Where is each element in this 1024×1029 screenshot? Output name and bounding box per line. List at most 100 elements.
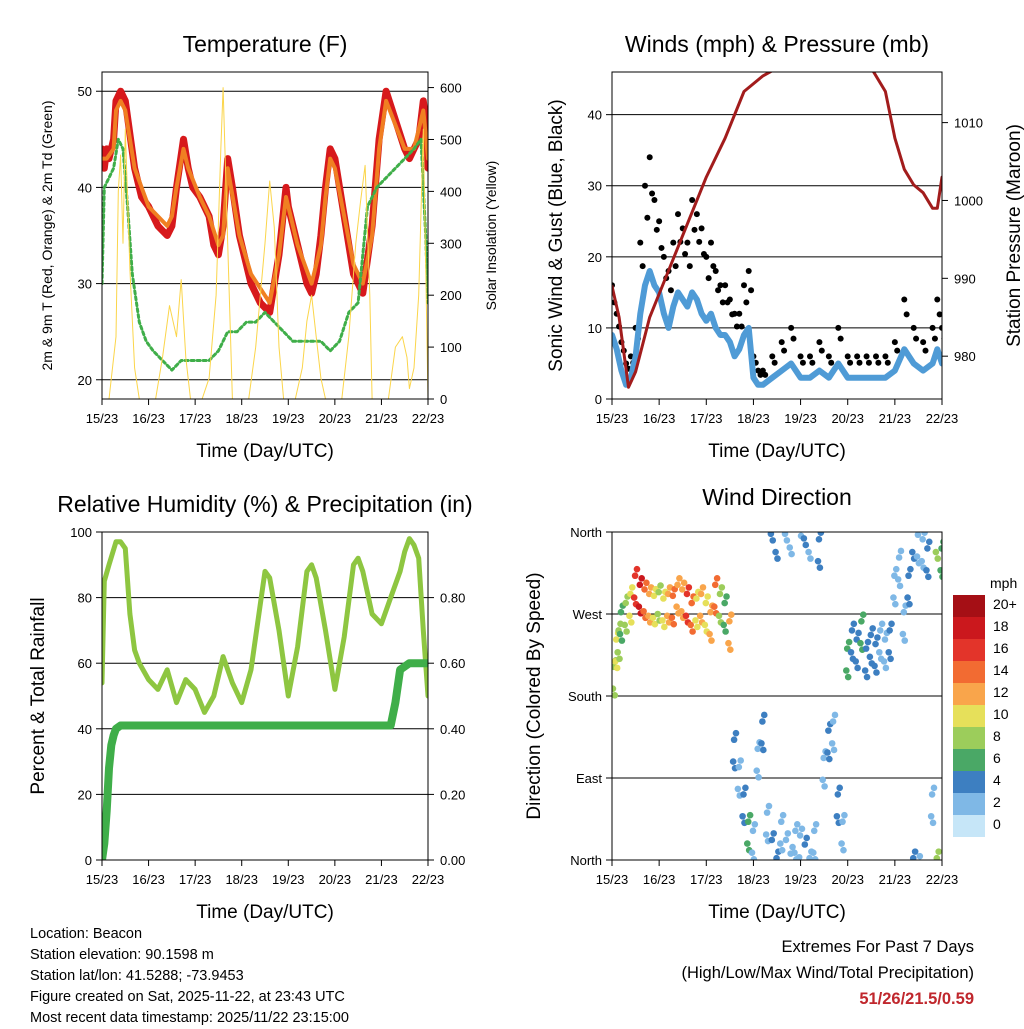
direction-point — [739, 812, 746, 820]
x-tick-label: 18/23 — [737, 872, 770, 887]
direction-point — [811, 855, 819, 860]
direction-point — [676, 574, 683, 582]
direction-point — [869, 625, 876, 632]
direction-point — [781, 532, 789, 538]
gust-point — [719, 299, 726, 306]
direction-point — [887, 655, 894, 663]
x-tick-label: 19/23 — [784, 411, 817, 426]
gust-point — [741, 282, 747, 289]
direction-point — [669, 592, 677, 600]
direction-point — [657, 582, 664, 589]
direction-point — [762, 831, 770, 838]
gust-point — [748, 287, 755, 294]
gust-point — [910, 324, 917, 331]
legend-swatch — [953, 661, 985, 683]
direction-point — [688, 599, 695, 607]
direction-point — [704, 593, 711, 600]
direction-point — [784, 830, 792, 837]
gust-point — [639, 263, 646, 270]
x-tick-label: 16/23 — [643, 411, 676, 426]
direction-point — [612, 636, 620, 643]
gust-point — [682, 250, 689, 257]
direction-point — [659, 617, 666, 624]
direction-point — [740, 791, 747, 798]
direction-point — [933, 854, 941, 860]
plot-frame — [611, 71, 943, 400]
direction-point — [834, 791, 842, 798]
direction-point — [651, 620, 659, 628]
direction-point — [735, 763, 743, 771]
direction-point — [759, 718, 766, 725]
gust-point — [703, 253, 710, 260]
direction-point — [643, 579, 650, 587]
direction-point — [744, 840, 751, 847]
direction-point — [878, 620, 886, 628]
direction-point — [730, 736, 738, 744]
direction-point — [872, 640, 879, 648]
gust-point — [882, 353, 889, 360]
direction-point — [754, 745, 761, 753]
y-tick-label: 40 — [78, 180, 92, 195]
direction-point — [702, 599, 710, 607]
direction-point — [716, 590, 724, 598]
legend-label: 12 — [993, 684, 1009, 700]
direction-point — [742, 784, 749, 792]
direction-point — [720, 621, 728, 629]
x-tick-label: 21/23 — [365, 411, 398, 426]
direction-point — [721, 599, 728, 607]
x-tick-label: 18/23 — [225, 872, 258, 887]
direction-point — [820, 754, 827, 762]
x-tick-label: 20/23 — [831, 411, 864, 426]
direction-point — [863, 673, 871, 681]
x-tick-label: 21/23 — [879, 872, 912, 887]
direction-point — [921, 532, 928, 537]
direction-point — [934, 555, 942, 562]
direction-point — [852, 658, 860, 665]
x-tick-label: 22/23 — [412, 872, 445, 887]
direction-point — [612, 685, 617, 693]
direction-point — [890, 594, 897, 601]
direction-point — [795, 853, 803, 860]
direction-point — [854, 664, 861, 672]
y-tick-label: 40 — [588, 108, 602, 123]
direction-point — [706, 630, 713, 638]
direction-point — [674, 581, 681, 589]
direction-point — [617, 608, 625, 616]
gust-point — [856, 359, 863, 366]
direction-point — [699, 584, 707, 591]
direction-point — [886, 627, 893, 634]
direction-point — [841, 811, 848, 819]
direction-point — [765, 802, 773, 810]
y2-tick-label: 100 — [440, 340, 462, 355]
plot-frame — [101, 71, 429, 400]
x-tick-label: 17/23 — [690, 872, 723, 887]
y-axis-label: 2m & 9m T (Red, Orange) & 2m Td (Green) — [39, 101, 55, 371]
gust-point — [667, 287, 674, 294]
direction-point — [763, 809, 771, 816]
direction-point — [701, 621, 709, 629]
gust-point — [788, 324, 795, 331]
direction-point — [914, 532, 922, 539]
gust-point — [934, 296, 941, 303]
x-tick-label: 19/23 — [272, 411, 305, 426]
direction-point — [913, 553, 921, 560]
series-2m-td — [102, 137, 428, 372]
y2-tick-label: 1000 — [954, 193, 983, 208]
gust-point — [816, 339, 823, 346]
direction-point — [628, 584, 636, 591]
direction-point — [929, 819, 937, 827]
y2-tick-label: 980 — [954, 349, 976, 364]
direction-point — [935, 848, 942, 855]
gust-point — [873, 353, 879, 360]
gust-point — [790, 335, 797, 342]
direction-point — [844, 673, 852, 681]
direction-point — [807, 555, 814, 562]
direction-point — [901, 637, 909, 644]
y-tick-label: 20 — [588, 250, 602, 265]
direction-point — [616, 630, 624, 638]
series-precip — [102, 659, 428, 860]
gust-point — [644, 214, 651, 221]
direction-point — [904, 594, 911, 601]
direction-point — [819, 776, 827, 784]
direction-point — [938, 545, 942, 552]
